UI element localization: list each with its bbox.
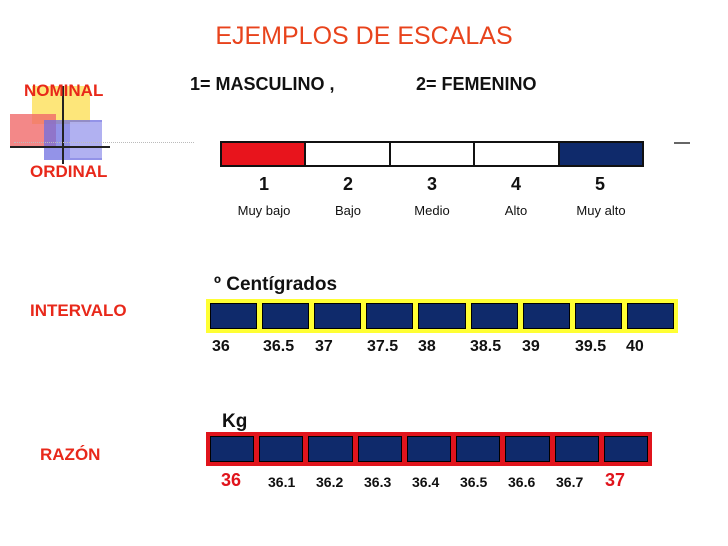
intervalo-tick: 39 (522, 338, 540, 355)
ordinal-label: Bajo (334, 203, 362, 218)
nominal-def-masculino: 1= MASCULINO , (190, 74, 335, 94)
ordinal-segment (306, 143, 391, 165)
intervalo-tick: 37.5 (367, 338, 399, 355)
razon-tick: 36.5 (460, 474, 488, 490)
ordinal-segment (559, 143, 643, 165)
ordinal-number: 2 (342, 174, 353, 194)
intervalo-tick: 36.5 (263, 338, 295, 355)
page-title: EJEMPLOS DE ESCALAS (215, 22, 513, 50)
ordinal-segment (390, 143, 476, 165)
scale-box (574, 303, 622, 329)
scale-box (603, 436, 648, 462)
scale-box (626, 303, 674, 329)
ordinal-number: 5 (594, 174, 605, 194)
ordinal-label: Medio (414, 203, 450, 218)
ordinal-number: 3 (426, 174, 437, 194)
ordinal-label: Muy alto (576, 203, 626, 218)
scale-box (210, 436, 255, 462)
razon-unit: Kg (222, 411, 248, 432)
intervalo-tick: 40 (626, 338, 644, 355)
ordinal-segment (475, 143, 560, 165)
scale-box (505, 436, 550, 462)
scale-box (366, 303, 414, 329)
intervalo-unit: º Centígrados (214, 274, 338, 295)
scale-box (554, 436, 599, 462)
razon-tick: 36.1 (268, 474, 296, 490)
intervalo-tick: 39.5 (575, 338, 607, 355)
intervalo-tick: 36 (212, 338, 230, 355)
razon-scale-bar (206, 432, 652, 466)
scale-box (522, 303, 570, 329)
ordinal-scale-bar (220, 141, 644, 167)
razon-tick: 37 (605, 470, 626, 490)
razon-tick: 36.7 (556, 474, 584, 490)
razon-tick: 36.2 (316, 474, 344, 490)
intervalo-tick: 38 (418, 338, 436, 355)
scale-box (357, 436, 402, 462)
divider-line (14, 142, 194, 143)
razon-tick: 36.6 (508, 474, 536, 490)
ordinal-number: 1 (258, 174, 269, 194)
scale-box (308, 436, 353, 462)
intervalo-scale-bar (206, 299, 678, 333)
ordinal-number: 4 (510, 174, 521, 194)
scale-box (470, 303, 518, 329)
decorative-squares-graphic (10, 86, 110, 166)
intervalo-tick: 37 (315, 338, 333, 355)
scale-box (418, 303, 466, 329)
scale-box (210, 303, 258, 329)
label-ordinal: ORDINAL (30, 162, 108, 181)
ordinal-segment (222, 143, 307, 165)
label-intervalo: INTERVALO (30, 301, 127, 320)
razon-tick: 36 (221, 470, 242, 490)
scale-box (259, 436, 304, 462)
nominal-def-femenino: 2= FEMENINO (416, 74, 537, 94)
divider-dash (674, 142, 690, 144)
scale-box (314, 303, 362, 329)
razon-tick: 36.4 (412, 474, 440, 490)
scale-box (406, 436, 452, 462)
scale-box (262, 303, 310, 329)
razon-tick: 36.3 (364, 474, 392, 490)
label-razon: RAZÓN (40, 445, 101, 464)
ordinal-label: Muy bajo (237, 203, 291, 218)
scale-box (456, 436, 501, 462)
intervalo-tick: 38.5 (470, 338, 502, 355)
ordinal-label: Alto (504, 203, 528, 218)
label-nominal: NOMINAL (24, 81, 104, 100)
